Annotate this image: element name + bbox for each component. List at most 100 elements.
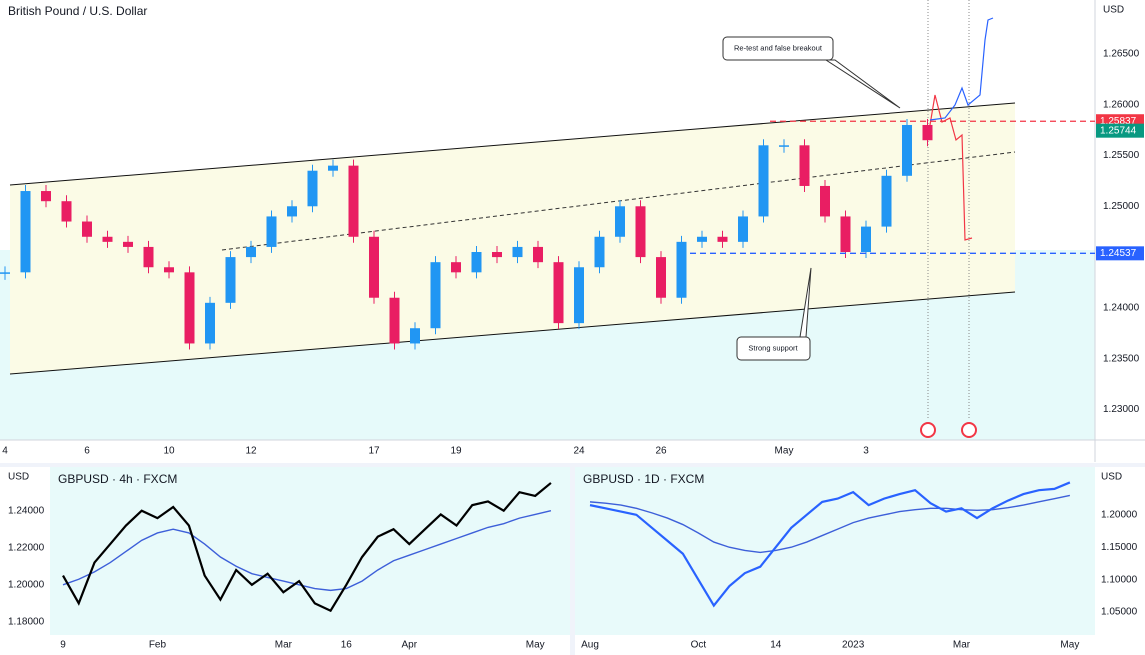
x-tick-label: 9: [60, 640, 66, 651]
x-tick-label: Mar: [953, 640, 971, 651]
candle: [512, 246, 523, 258]
candle: [881, 175, 892, 227]
event-icon[interactable]: [961, 422, 977, 438]
time-axis-4h: [50, 635, 570, 655]
candle: [61, 201, 72, 222]
candle: [205, 302, 215, 344]
y-tick-label: 1.23500: [1103, 353, 1140, 364]
price-label: 1.25837: [1100, 116, 1137, 127]
candle: [758, 145, 769, 217]
candle: [287, 206, 297, 217]
candle: [656, 257, 666, 298]
x-tick-label: 10: [163, 446, 175, 457]
candle: [430, 262, 441, 329]
candle: [328, 165, 338, 171]
candle: [143, 246, 154, 268]
x-tick-label: Oct: [691, 640, 707, 651]
candle: [410, 328, 420, 344]
candle: [717, 236, 728, 242]
x-tick-label: 6: [84, 446, 90, 457]
callout-text: Re-test and false breakout: [734, 43, 823, 52]
y-tick-label: 1.25500: [1103, 150, 1140, 161]
y-tick-label: 1.25000: [1103, 201, 1140, 212]
chart-title: GBPUSD · 1D · FXCM: [583, 472, 704, 486]
price-label: 1.25744: [1100, 125, 1137, 136]
axis-1d: [1095, 467, 1145, 655]
candle: [594, 236, 605, 268]
series-line: [589, 481, 1071, 608]
x-tick-label: May: [775, 446, 794, 457]
candle: [184, 272, 195, 344]
candle: [738, 216, 748, 242]
price-label: 1.24537: [1100, 248, 1137, 259]
callout-text: Strong support: [748, 343, 798, 352]
x-tick-label: 3: [863, 446, 869, 457]
x-tick-label: 24: [573, 446, 585, 457]
x-tick-label: 19: [450, 446, 462, 457]
x-tick-label: 14: [770, 640, 782, 651]
x-tick-label: 26: [655, 446, 667, 457]
y-tick-label: 1.20000: [1101, 509, 1138, 520]
candle: [676, 241, 687, 298]
candle: [225, 257, 236, 303]
y-tick-label: 1.22000: [8, 542, 45, 553]
candle: [922, 124, 933, 141]
candle: [861, 226, 871, 253]
candle: [697, 236, 707, 242]
candle: [266, 216, 277, 247]
candle: [246, 246, 256, 258]
y-tick-label: 1.26000: [1103, 99, 1140, 110]
axis-4h: [0, 467, 50, 655]
callout-pointer: [824, 59, 901, 109]
series-line: [62, 510, 552, 592]
event-icon[interactable]: [920, 422, 936, 438]
x-tick-label: May: [1060, 640, 1079, 651]
x-tick-label: 12: [245, 446, 257, 457]
y-tick-label: 1.18000: [8, 616, 45, 627]
channel-top: [9, 102, 1016, 186]
y-tick-label: 1.05000: [1101, 607, 1138, 618]
candle: [348, 165, 359, 237]
candle: [41, 191, 51, 202]
time-axis-1d: [575, 635, 1095, 655]
candle: [799, 145, 810, 186]
x-tick-label: 16: [341, 640, 353, 651]
axis-unit: USD: [1103, 5, 1124, 16]
candle: [471, 252, 482, 273]
candle: [635, 206, 646, 258]
candle: [779, 145, 789, 147]
chart-title: GBPUSD · 4h · FXCM: [58, 472, 177, 486]
chart-title: British Pound / U.S. Dollar: [8, 4, 147, 18]
candle: [902, 124, 912, 176]
y-tick-label: 1.15000: [1101, 542, 1138, 553]
x-tick-label: 17: [368, 446, 380, 457]
price-label-box: [1096, 246, 1144, 261]
candle: [0, 272, 10, 274]
y-tick-label: 1.24000: [8, 505, 45, 516]
projection-red: [929, 94, 973, 241]
channel-bottom: [9, 291, 1016, 375]
candle: [553, 262, 564, 324]
y-tick-label: 1.24000: [1103, 303, 1140, 314]
candle: [102, 236, 113, 242]
x-tick-label: Feb: [149, 640, 167, 651]
x-tick-label: 4: [2, 446, 8, 457]
candle: [369, 236, 379, 298]
axis-unit: USD: [1101, 472, 1122, 483]
x-tick-label: 2023: [842, 640, 865, 651]
y-tick-label: 1.10000: [1101, 574, 1138, 585]
candle: [574, 267, 584, 324]
x-tick-label: Aug: [581, 640, 599, 651]
candle: [164, 267, 174, 273]
projection-blue: [929, 17, 994, 121]
y-tick-label: 1.23000: [1103, 404, 1140, 415]
callout-box: [722, 36, 834, 61]
candle: [533, 246, 543, 263]
pane-1d: [575, 467, 1095, 635]
x-tick-label: Apr: [401, 640, 417, 651]
candle: [389, 297, 400, 344]
candle: [123, 241, 133, 247]
y-tick-label: 1.26500: [1103, 48, 1140, 59]
candle: [451, 262, 461, 273]
